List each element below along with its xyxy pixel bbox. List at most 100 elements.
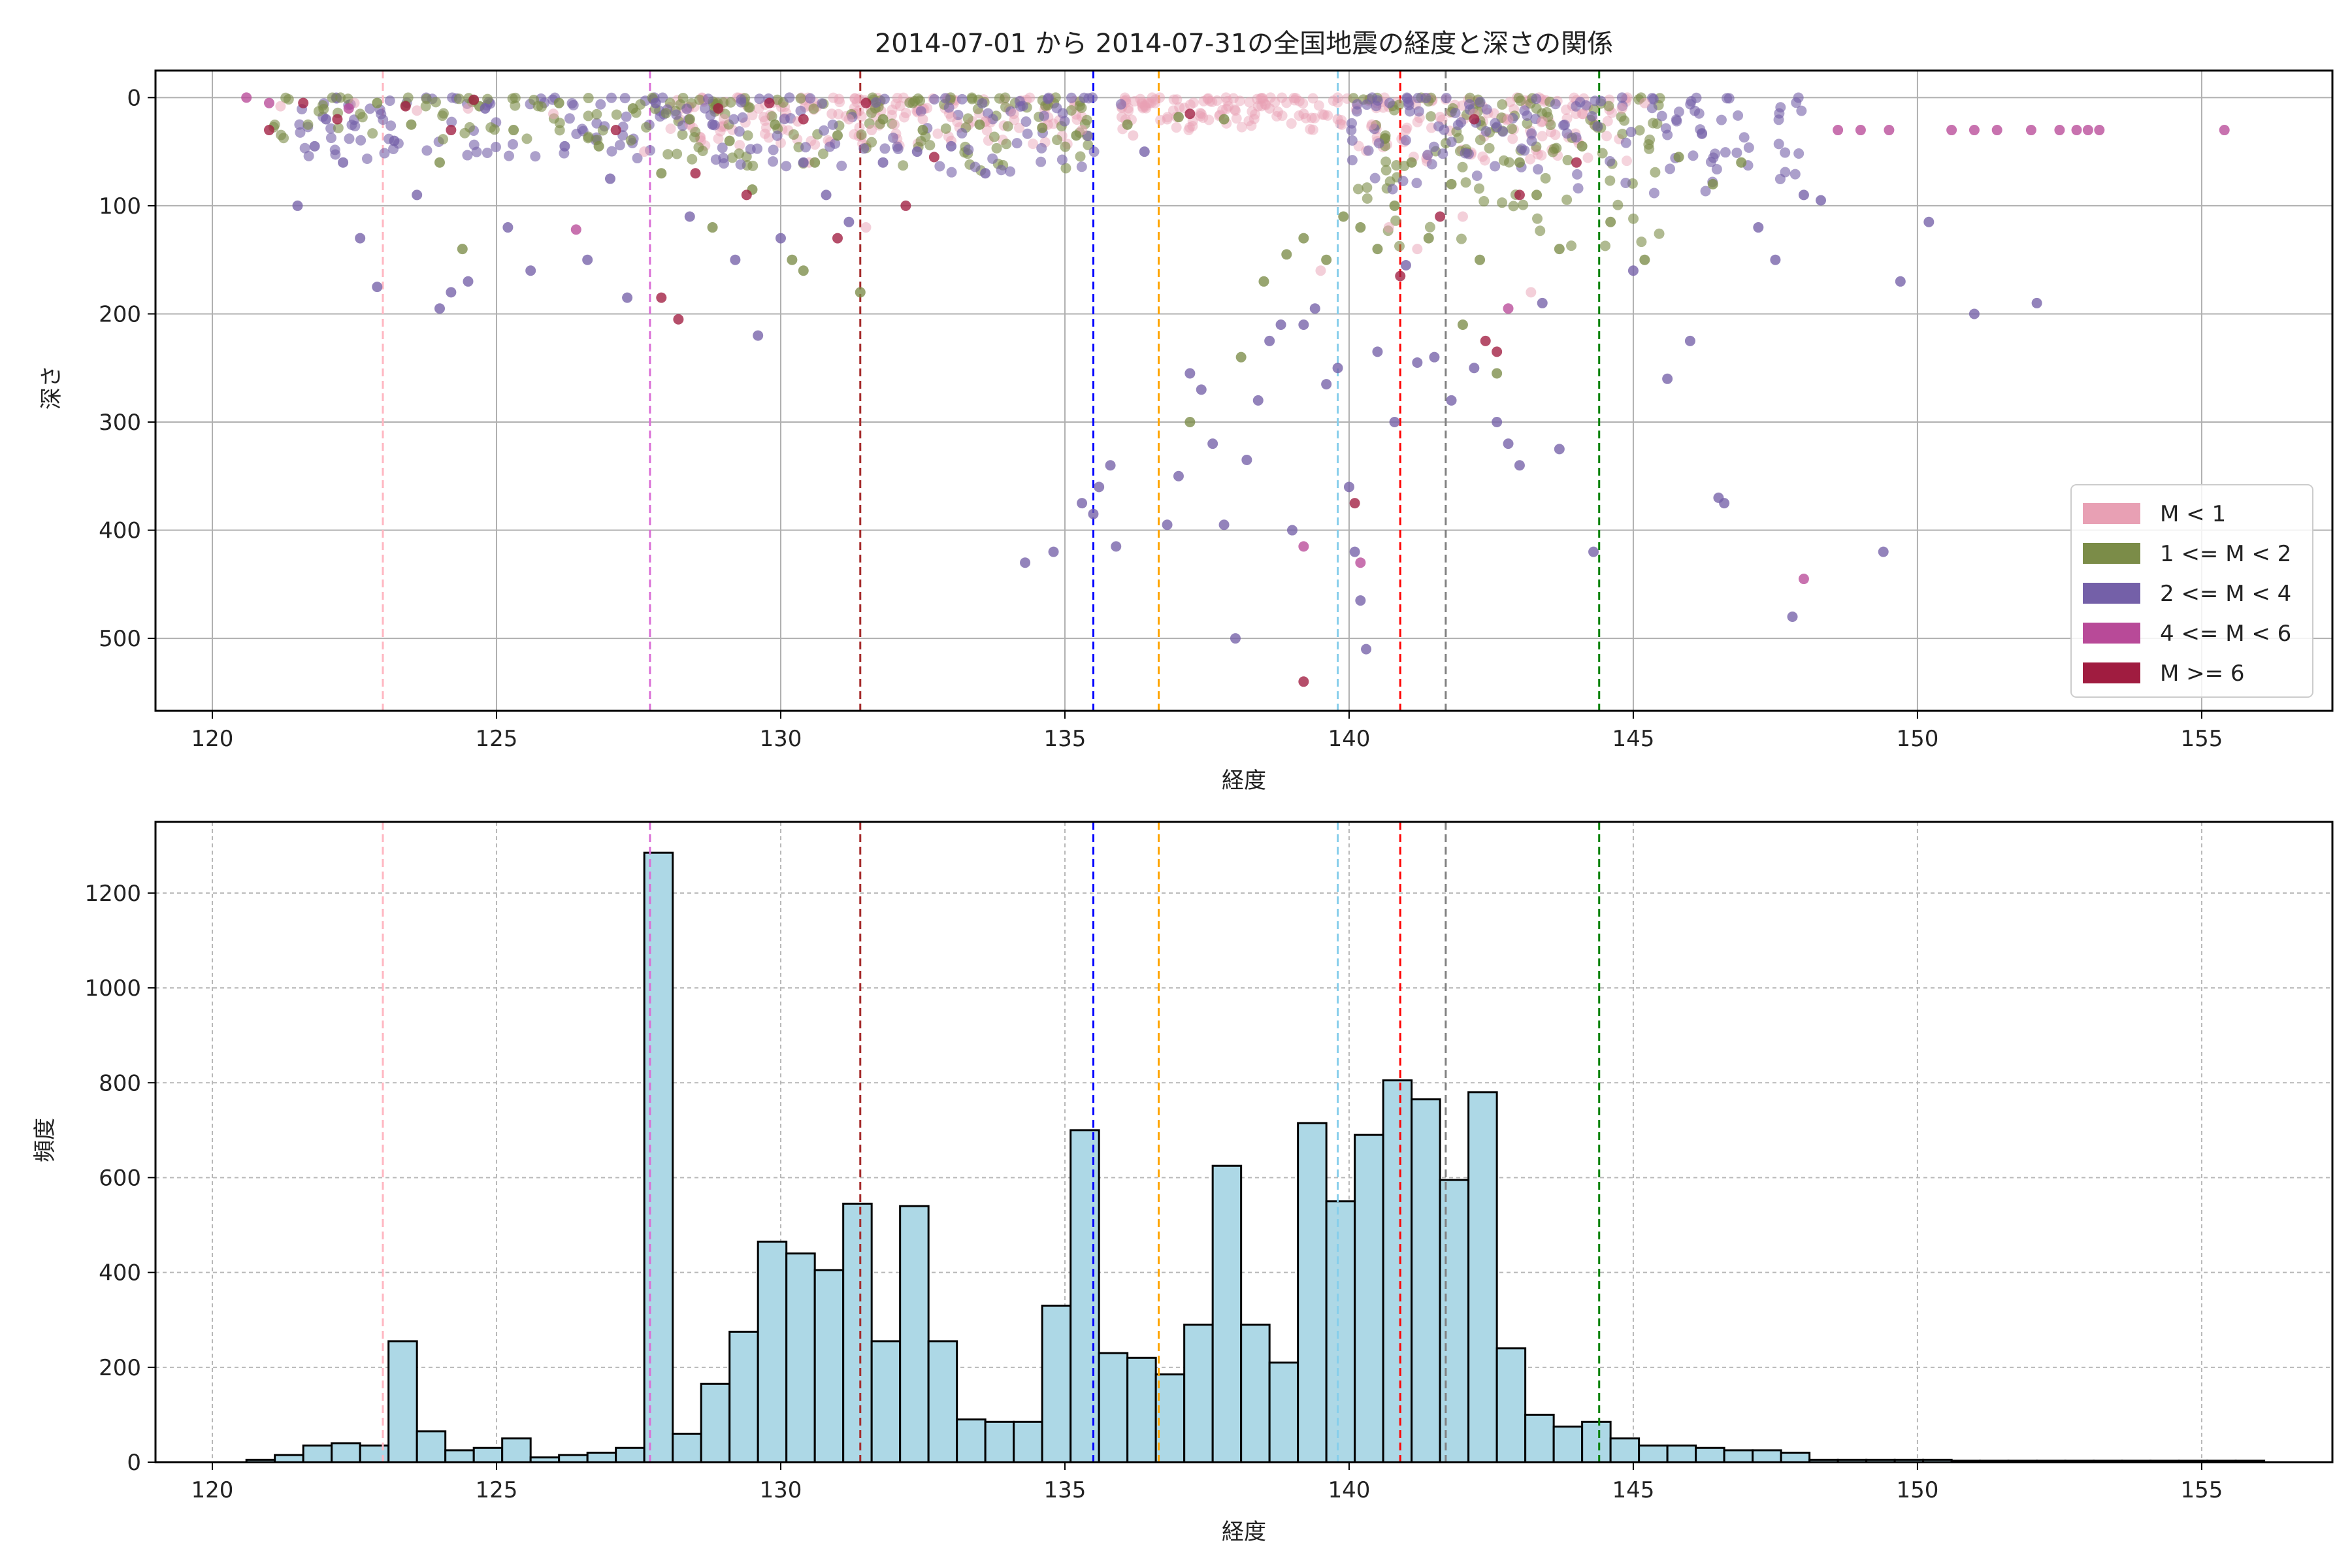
scatter-point (1230, 633, 1241, 644)
scatter-point (1413, 93, 1424, 104)
scatter-point (468, 94, 480, 105)
scatter-x-tick-label: 125 (476, 726, 518, 752)
scatter-point (276, 129, 287, 140)
scatter-point (661, 108, 672, 119)
scatter-point (1601, 131, 1612, 142)
scatter-point (1545, 120, 1556, 131)
scatter-x-axis-label: 経度 (1222, 768, 1266, 794)
scatter-point (1088, 508, 1099, 519)
legend-label: M >= 6 (2160, 661, 2245, 687)
histogram-bar (1609, 1437, 1641, 1463)
scatter-point (1561, 104, 1572, 115)
scatter-point (1582, 152, 1593, 163)
scatter-point (1571, 132, 1582, 143)
scatter-point (1537, 131, 1548, 142)
scatter-point (1001, 139, 1012, 150)
scatter-point (1878, 546, 1889, 557)
scatter-point (1612, 199, 1624, 210)
scatter-point (1371, 101, 1382, 112)
scatter-point (1572, 169, 1583, 180)
scatter-point (1264, 103, 1275, 114)
scatter-point (482, 148, 493, 159)
scatter-point (610, 125, 621, 136)
scatter-point (1780, 167, 1791, 178)
scatter-point (1437, 148, 1448, 159)
scatter-point (1816, 195, 1827, 206)
scatter-point (770, 119, 781, 130)
scatter-point (1469, 114, 1480, 125)
scatter-point (877, 157, 889, 168)
scatter-point (1122, 119, 1133, 130)
scatter-point (1315, 265, 1326, 276)
scatter-point (781, 161, 792, 172)
scatter-point (438, 134, 449, 145)
scatter-point (1684, 335, 1695, 346)
scatter-point (1506, 123, 1517, 135)
scatter-point (1059, 116, 1070, 127)
scatter-y-tick-label: 500 (99, 626, 141, 652)
histogram-bar (472, 1446, 504, 1463)
scatter-point (1015, 101, 1026, 112)
scatter-point (463, 276, 474, 287)
scatter-point (819, 125, 830, 136)
scatter-point (1060, 163, 1071, 174)
scatter-point (899, 112, 910, 123)
scatter-point (1562, 155, 1573, 166)
scatter-point (1235, 351, 1247, 363)
scatter-point (606, 92, 617, 103)
histogram-x-tick-label: 140 (1328, 1477, 1370, 1503)
scatter-point (851, 97, 862, 108)
scatter-point (482, 93, 493, 105)
scatter-point (1021, 116, 1032, 127)
histogram-bar (1382, 1079, 1413, 1463)
scatter-point (1139, 146, 1150, 157)
scatter-point (752, 143, 763, 154)
scatter-point (1184, 122, 1195, 133)
scatter-point (355, 108, 366, 120)
scatter-point (1773, 139, 1784, 150)
scatter-point (583, 110, 594, 122)
scatter-point (355, 233, 366, 244)
scatter-point (1347, 118, 1358, 129)
legend-label: M < 1 (2160, 501, 2226, 527)
scatter-point (1426, 159, 1437, 170)
scatter-point (1231, 113, 1242, 124)
scatter-point (1366, 119, 1377, 130)
scatter-point (503, 150, 514, 161)
scatter-point (385, 120, 397, 131)
scatter-point (945, 140, 956, 152)
scatter-point (1286, 525, 1298, 536)
scatter-point (798, 265, 809, 276)
scatter-point (898, 160, 909, 171)
scatter-point (1218, 114, 1230, 125)
scatter-point (707, 222, 718, 233)
scatter-point (480, 103, 491, 114)
scatter-point (462, 150, 473, 161)
scatter-point (843, 114, 855, 125)
histogram-bar (1581, 1420, 1612, 1463)
scatter-point (619, 93, 630, 104)
histogram-y-tick-label: 400 (99, 1260, 141, 1286)
scatter-point (1307, 93, 1318, 104)
scatter-y-axis-label: 深さ (39, 365, 65, 410)
scatter-point (1497, 99, 1508, 110)
scatter-point (1498, 155, 1509, 166)
scatter-point (1352, 184, 1364, 195)
scatter-point (759, 128, 770, 139)
scatter-point (1650, 167, 1661, 178)
scatter-point (1720, 147, 1731, 158)
scatter-point (1168, 94, 1179, 105)
scatter-point (1753, 222, 1764, 233)
scatter-point (1332, 114, 1343, 125)
scatter-point (1328, 95, 1339, 106)
scatter-point (1203, 114, 1215, 125)
scatter-point (1258, 276, 1269, 287)
scatter-point (510, 92, 521, 103)
legend-label: 4 <= M < 6 (2160, 621, 2291, 647)
scatter-point (1236, 122, 1247, 133)
scatter-point (1256, 92, 1267, 103)
scatter-point (856, 129, 867, 140)
scatter-point (1968, 125, 1980, 136)
scatter-point (1708, 152, 1719, 163)
scatter-point (1639, 97, 1650, 108)
